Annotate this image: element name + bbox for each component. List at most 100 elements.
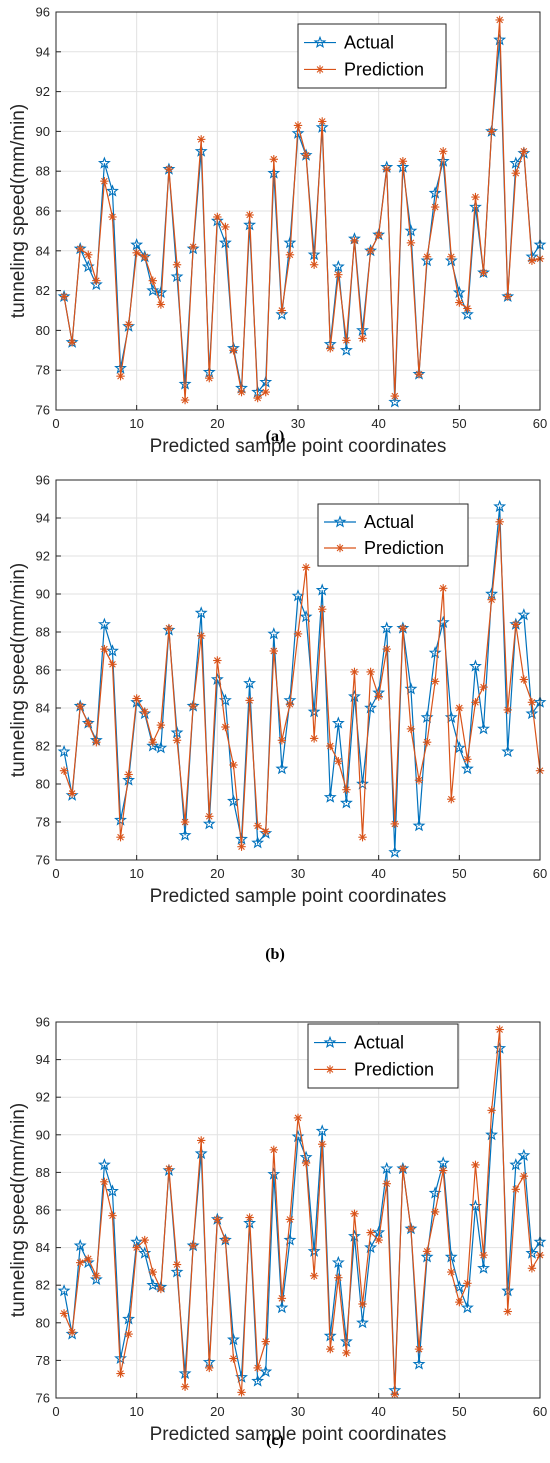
legend: Actual Prediction — [307, 1023, 459, 1089]
y-tick-label: 78 — [36, 815, 50, 830]
data-point-prediction — [390, 819, 399, 829]
data-point-prediction — [205, 373, 214, 383]
data-point-actual — [452, 285, 466, 299]
data-point-actual — [388, 395, 402, 408]
data-point-prediction — [511, 168, 520, 178]
data-point-prediction — [213, 212, 222, 222]
data-point-prediction — [269, 1145, 278, 1155]
data-point-prediction — [382, 165, 391, 174]
x-tick-label: 10 — [129, 1404, 143, 1419]
data-point-actual — [267, 627, 281, 640]
data-point-actual — [275, 1300, 289, 1314]
data-point-actual — [243, 676, 257, 689]
data-point-prediction — [495, 15, 504, 25]
data-point-actual — [315, 1124, 329, 1137]
data-point-actual — [436, 1156, 450, 1169]
data-point-prediction — [269, 646, 278, 656]
data-point-prediction — [422, 1247, 432, 1256]
data-point-actual — [436, 615, 450, 628]
data-point-prediction — [301, 563, 311, 572]
data-point-actual — [348, 689, 361, 703]
legend-entry-prediction: Prediction — [324, 538, 444, 558]
data-point-actual — [130, 238, 144, 251]
data-point-actual — [428, 186, 442, 199]
y-tick-label: 96 — [36, 473, 50, 488]
data-point-prediction — [326, 1344, 335, 1354]
data-point-prediction — [358, 1299, 367, 1309]
data-point-prediction — [455, 1297, 464, 1307]
data-point-prediction — [132, 694, 141, 703]
data-point-prediction — [422, 252, 432, 261]
data-point-actual — [275, 762, 289, 775]
x-tick-label: 50 — [452, 416, 466, 431]
data-point-actual — [267, 1167, 281, 1180]
data-point-prediction — [455, 703, 464, 713]
legend-entry-actual: Actual — [314, 1033, 404, 1053]
data-point-prediction — [455, 298, 464, 307]
data-point-prediction — [519, 675, 529, 684]
data-point-prediction — [414, 369, 424, 379]
data-point-actual — [517, 1148, 531, 1161]
data-point-prediction — [309, 260, 319, 269]
data-point-prediction — [237, 387, 246, 397]
y-tick-label: 88 — [36, 625, 50, 640]
data-point-prediction — [269, 155, 278, 164]
x-tick-label: 40 — [371, 866, 385, 881]
legend-label: Actual — [364, 512, 414, 532]
chart-c: 0 10 20 30 40 50 60 76 78 80 82 84 86 88 90 92 94 96 Predi… — [8, 1015, 547, 1446]
data-point-prediction — [172, 1260, 182, 1269]
data-point-actual — [364, 1240, 378, 1254]
data-point-prediction — [188, 701, 198, 711]
data-point-prediction — [148, 1267, 157, 1277]
data-point-prediction — [495, 1025, 504, 1034]
data-point-prediction — [487, 595, 496, 604]
y-tick-label: 92 — [36, 549, 50, 564]
data-point-prediction — [301, 151, 311, 160]
data-point-actual — [356, 1316, 369, 1329]
legend-marker — [333, 515, 347, 528]
y-tick-label: 80 — [36, 777, 50, 792]
data-point-prediction — [503, 1307, 512, 1316]
data-point-prediction — [237, 842, 246, 851]
data-point-prediction — [156, 1284, 166, 1294]
y-tick-label: 82 — [36, 283, 50, 298]
data-point-actual — [444, 253, 458, 267]
x-tick-label: 10 — [129, 416, 143, 431]
data-point-actual — [146, 1278, 160, 1291]
data-point-prediction — [382, 1179, 391, 1188]
y-axis-label: tunneling speed(mm/min) — [8, 104, 29, 318]
data-point-actual — [420, 1250, 434, 1263]
data-point-prediction — [92, 276, 101, 285]
data-point-prediction — [309, 1271, 319, 1280]
y-tick-label: 88 — [36, 1165, 50, 1180]
data-point-prediction — [213, 656, 222, 665]
data-point-prediction — [67, 338, 77, 347]
legend: Actual Prediction — [297, 23, 447, 89]
data-point-prediction — [253, 821, 262, 830]
data-point-prediction — [132, 1243, 141, 1252]
x-axis-label: Predicted sample point coordinates — [150, 436, 447, 457]
data-point-actual — [89, 277, 103, 291]
data-point-prediction — [84, 1254, 93, 1264]
data-point-prediction — [463, 1279, 472, 1288]
data-point-prediction — [180, 395, 190, 405]
data-point-prediction — [487, 127, 496, 136]
data-point-prediction — [116, 371, 125, 381]
data-point-prediction — [366, 667, 375, 677]
data-point-prediction — [156, 300, 166, 309]
x-tick-label: 60 — [533, 1404, 547, 1419]
data-point-actual — [307, 1244, 321, 1257]
data-point-actual — [57, 1284, 71, 1297]
caption-b-label: (b) — [265, 946, 285, 963]
data-point-prediction — [229, 760, 238, 770]
data-point-prediction — [342, 336, 351, 345]
data-point-prediction — [511, 1185, 520, 1194]
data-point-actual — [501, 744, 515, 758]
legend-marker — [313, 35, 327, 49]
data-point-prediction — [116, 1369, 125, 1378]
data-point-actual — [218, 236, 232, 249]
data-point-prediction — [463, 755, 472, 764]
series-prediction — [59, 1025, 545, 1399]
legend-entry-prediction: Prediction — [304, 59, 424, 79]
data-point-actual — [460, 307, 474, 320]
